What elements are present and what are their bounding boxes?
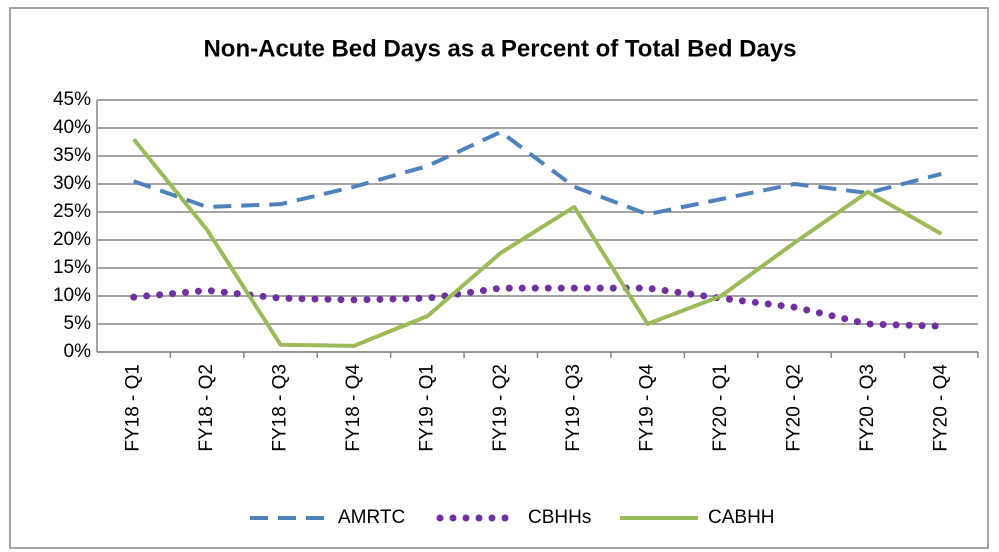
- x-tick-label: FY20 - Q4: [930, 364, 951, 452]
- y-tick-label: 35%: [53, 145, 91, 166]
- legend-label: CABHH: [708, 507, 775, 528]
- chart-title: Non-Acute Bed Days as a Percent of Total…: [203, 35, 796, 62]
- x-tick-label: FY19 - Q1: [416, 364, 437, 452]
- y-tick-label: 40%: [53, 117, 91, 138]
- y-tick-label: 15%: [53, 257, 91, 278]
- y-tick-label: 25%: [53, 201, 91, 222]
- x-tick-label: FY18 - Q1: [123, 364, 144, 452]
- x-tick-label: FY19 - Q2: [490, 364, 511, 452]
- x-tick-label: FY18 - Q4: [343, 364, 364, 452]
- series-line: [132, 137, 943, 348]
- y-tick-label: 10%: [53, 285, 91, 306]
- chart-border: [9, 7, 989, 549]
- x-tick-label: FY18 - Q2: [196, 364, 217, 452]
- x-tick-label: FY19 - Q3: [563, 364, 584, 452]
- y-tick-label: 5%: [64, 313, 92, 334]
- x-tick-label: FY20 - Q2: [783, 364, 804, 452]
- series-line: [130, 284, 945, 330]
- y-tick-label: 45%: [53, 89, 91, 110]
- legend-label: AMRTC: [338, 507, 405, 528]
- y-tick-label: 20%: [53, 229, 91, 250]
- y-tick-label: 30%: [53, 173, 91, 194]
- x-tick-label: FY20 - Q3: [857, 364, 878, 452]
- series-line: [133, 129, 942, 217]
- legend-label: CBHHs: [528, 507, 591, 528]
- x-tick-label: FY20 - Q1: [710, 364, 731, 452]
- x-tick-label: FY19 - Q4: [637, 364, 658, 452]
- y-tick-label: 0%: [64, 341, 92, 362]
- x-tick-label: FY18 - Q3: [270, 364, 291, 452]
